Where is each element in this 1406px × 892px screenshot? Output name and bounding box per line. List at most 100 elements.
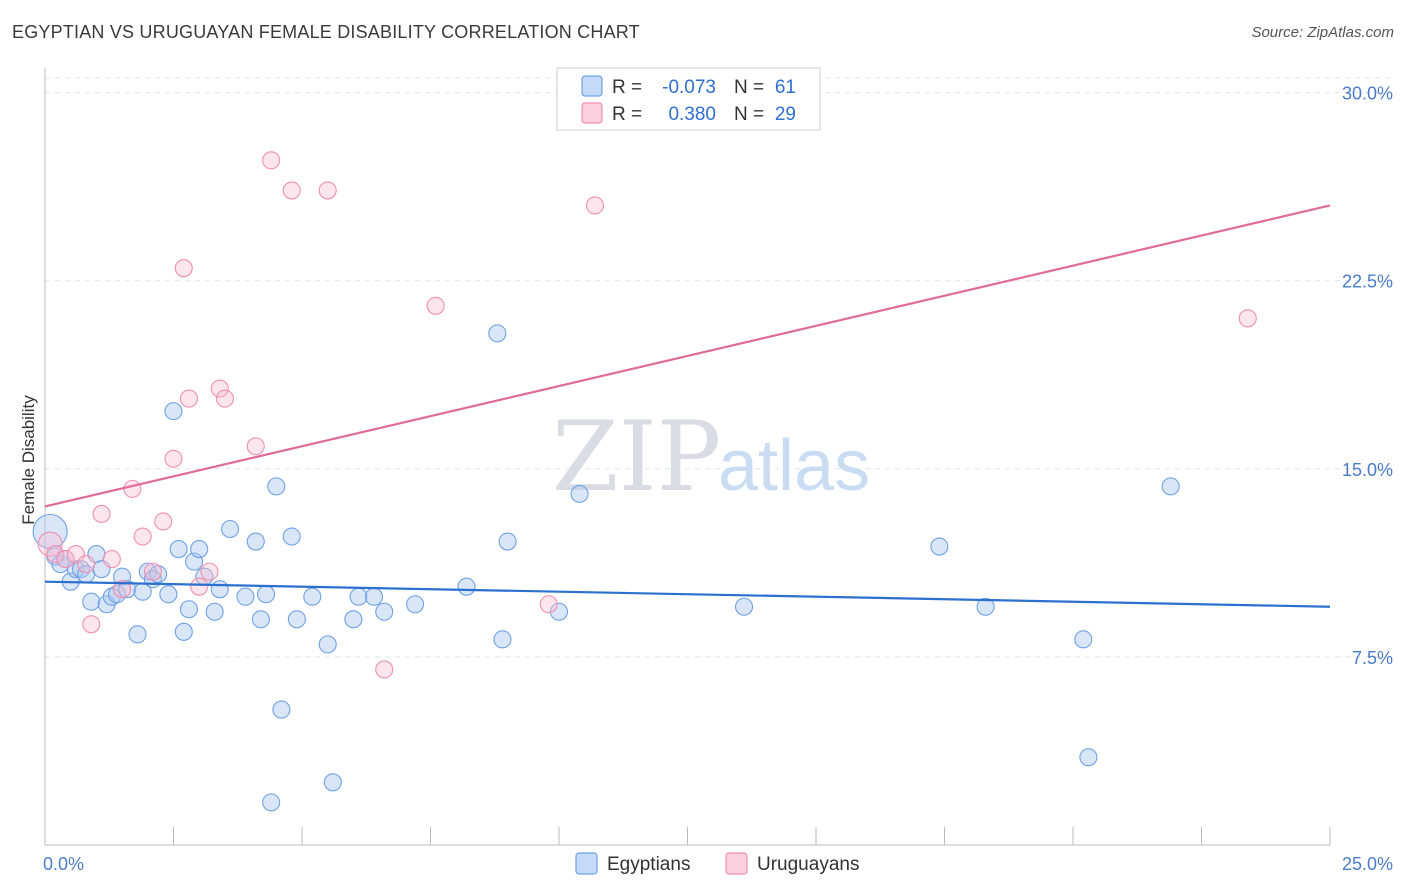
- egyptian-point: [102, 587, 121, 606]
- legend-swatch-egyptians: [581, 75, 603, 97]
- y-tick-label: 7.5%: [1352, 648, 1393, 668]
- correlation-legend: R = -0.073 N = 61 R = 0.380 N = 29: [556, 67, 821, 131]
- egyptian-point: [256, 585, 276, 604]
- uruguayan-point: [179, 389, 198, 408]
- egyptian-point: [323, 773, 342, 792]
- legend-n-value-2: 29: [775, 104, 796, 125]
- egyptian-trend-line: [44, 580, 1331, 608]
- egyptian-point: [457, 577, 476, 596]
- egyptian-point: [303, 587, 322, 606]
- y-tick-label: 15.0%: [1342, 460, 1393, 480]
- uruguayan-point: [82, 615, 101, 634]
- uruguayan-point: [375, 660, 394, 679]
- data-points: [32, 151, 1257, 812]
- uruguayan-point: [37, 531, 63, 557]
- egyptian-point: [220, 519, 240, 539]
- uruguayan-point: [143, 562, 162, 581]
- uruguayan-point: [133, 527, 152, 546]
- uruguayan-point: [585, 196, 605, 215]
- series-swatch-uruguayans: [725, 852, 748, 875]
- egyptian-point: [930, 537, 949, 556]
- egyptian-point: [251, 610, 270, 629]
- y-tick-label: 22.5%: [1342, 272, 1393, 292]
- egyptian-point: [179, 600, 198, 619]
- uruguayan-trend-line: [44, 204, 1331, 508]
- uruguayan-point: [113, 580, 132, 599]
- egyptian-point: [107, 585, 127, 604]
- egyptian-point: [488, 324, 507, 343]
- uruguayan-point: [77, 555, 96, 574]
- x-tick-labels: 0.0% 25.0%: [43, 854, 1393, 874]
- egyptian-point: [1161, 477, 1180, 496]
- legend-n-label-2: N =: [734, 104, 764, 125]
- legend-r-label-1: R =: [612, 77, 642, 98]
- egyptian-point: [282, 527, 301, 546]
- series-label-egyptians: Egyptians: [607, 854, 690, 875]
- egyptian-point: [267, 477, 286, 496]
- egyptian-point: [190, 540, 209, 559]
- egyptian-point: [272, 700, 291, 719]
- egyptian-point: [349, 587, 368, 606]
- egyptian-point: [118, 580, 137, 599]
- egyptian-point: [570, 484, 589, 503]
- uruguayan-point: [56, 550, 75, 569]
- legend-swatch-uruguayans: [581, 102, 603, 124]
- chart-title: EGYPTIAN VS URUGUAYAN FEMALE DISABILITY …: [12, 22, 640, 42]
- egyptian-point: [205, 602, 224, 621]
- grid-lines: [45, 77, 1390, 658]
- axes: [44, 68, 1331, 846]
- egyptian-point: [406, 595, 425, 614]
- legend-r-label-2: R =: [612, 104, 642, 125]
- egyptian-point: [344, 610, 363, 629]
- series-label-uruguayans: Uruguayans: [757, 854, 859, 875]
- legend-r-value-1: -0.073: [662, 77, 716, 98]
- series-legend: Egyptians Uruguayans: [575, 852, 859, 875]
- legend-n-value-1: 61: [775, 77, 796, 98]
- uruguayan-point: [154, 512, 173, 531]
- egyptian-point: [364, 587, 384, 606]
- legend-r-value-2: 0.380: [668, 104, 716, 125]
- uruguayan-point: [190, 577, 209, 596]
- egyptian-point: [734, 597, 754, 616]
- egyptian-point: [1074, 630, 1093, 649]
- uruguayan-point: [318, 181, 337, 200]
- egyptian-point: [174, 622, 193, 641]
- uruguayan-point: [102, 550, 121, 569]
- egyptian-point: [169, 540, 188, 559]
- egyptian-point: [1079, 748, 1098, 767]
- egyptian-point: [128, 625, 147, 644]
- egyptian-point: [262, 793, 281, 812]
- watermark-zip: ZIP: [552, 401, 721, 513]
- y-tick-label: 30.0%: [1342, 84, 1393, 104]
- uruguayan-point: [92, 504, 111, 524]
- y-axis-label: Female Disability: [19, 395, 38, 525]
- x-tick-label: 0.0%: [43, 854, 84, 874]
- uruguayan-point: [1238, 309, 1257, 328]
- y-tick-labels: 7.5% 15.0% 22.5% 30.0%: [1342, 84, 1393, 668]
- trend-lines: [44, 204, 1331, 608]
- x-tick-label: 25.0%: [1342, 854, 1393, 874]
- legend-n-label-1: N =: [734, 77, 764, 98]
- uruguayan-point: [246, 437, 265, 456]
- egyptian-point: [498, 532, 517, 551]
- egyptian-point: [236, 587, 255, 606]
- egyptian-point: [287, 610, 306, 629]
- uruguayan-point: [282, 181, 301, 200]
- egyptian-point: [976, 597, 995, 616]
- series-swatch-egyptians: [575, 852, 598, 875]
- uruguayan-point: [200, 562, 219, 581]
- egyptian-point: [159, 585, 178, 604]
- egyptian-point: [164, 402, 183, 421]
- uruguayan-point: [262, 151, 281, 170]
- egyptian-point: [149, 565, 168, 584]
- uruguayan-point: [539, 595, 558, 614]
- egyptian-point: [318, 635, 337, 654]
- egyptian-point: [210, 580, 229, 599]
- watermark: ZIP atlas: [552, 401, 870, 513]
- egyptian-point: [549, 602, 569, 621]
- uruguayan-point: [174, 259, 193, 278]
- uruguayan-point: [46, 545, 65, 564]
- uruguayan-point: [426, 296, 445, 315]
- watermark-atlas: atlas: [718, 426, 870, 506]
